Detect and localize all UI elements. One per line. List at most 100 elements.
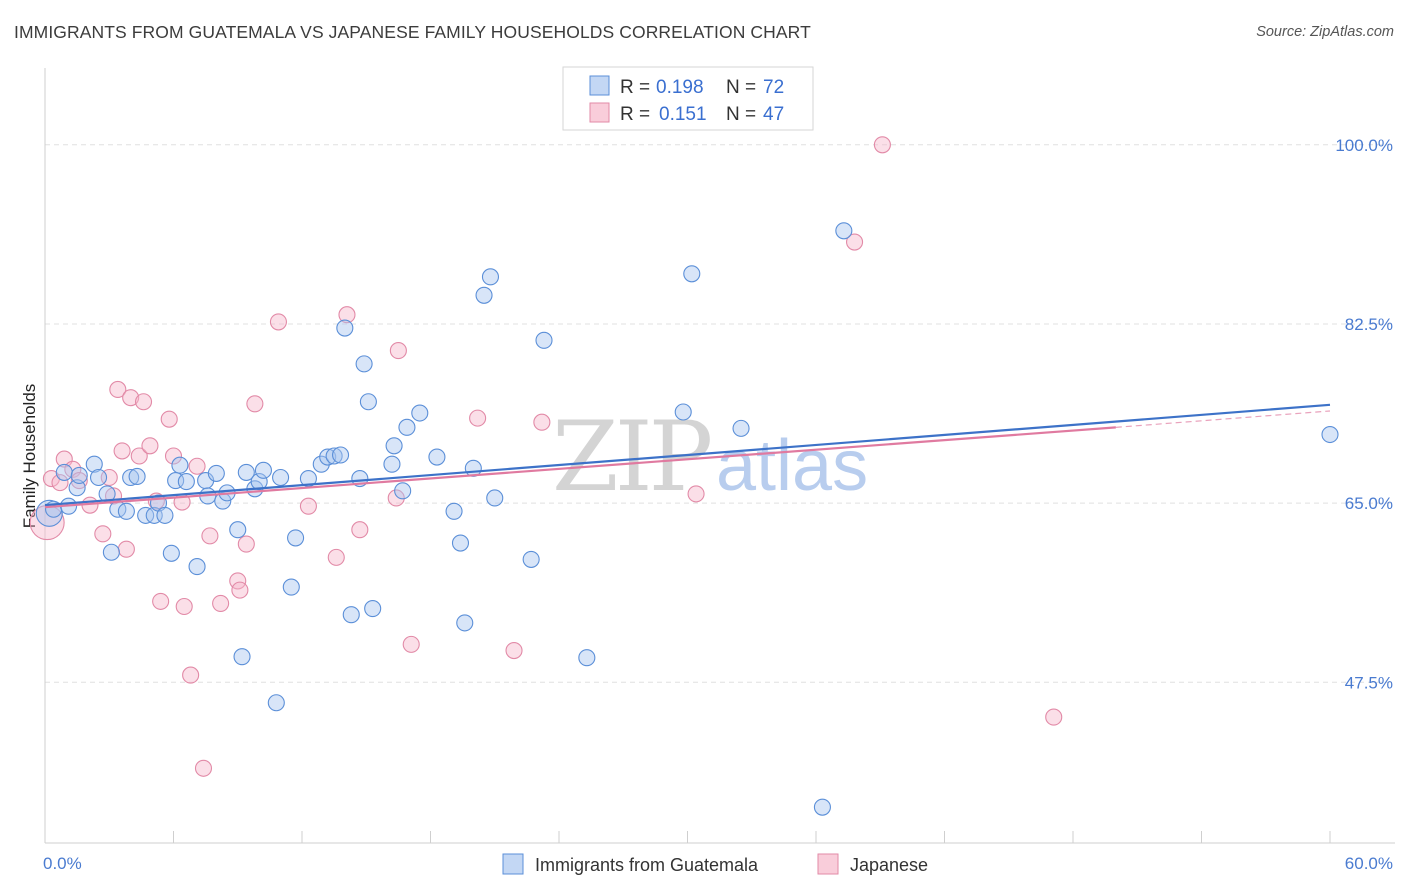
guatemala-point (319, 448, 337, 466)
japanese-point (201, 527, 219, 545)
japanese-point (122, 389, 140, 407)
japanese-point (269, 313, 287, 331)
guatemala-point (325, 447, 343, 465)
japanese-point (873, 136, 891, 154)
guatemala-point (233, 648, 251, 666)
gridlines (45, 144, 1395, 683)
legend-n-label-1: N = (726, 77, 756, 98)
legend-swatch-guatemala (589, 75, 610, 96)
guatemala-points (35, 222, 1339, 816)
guatemala-point (451, 534, 470, 552)
guatemala-point (70, 466, 88, 485)
legend-n-value-2: 47 (763, 104, 784, 125)
japanese-point (212, 594, 230, 612)
guatemala-point (171, 456, 189, 474)
legend-n-label-2: N = (726, 104, 756, 125)
japanese-point (94, 525, 112, 543)
guatemala-point (102, 543, 120, 561)
guatemala-point (1321, 425, 1339, 444)
guatemala-point (331, 446, 350, 464)
japanese-trend-line (44, 426, 1116, 509)
watermark: ZIP atlas (552, 401, 868, 513)
guatemala-point (535, 331, 553, 349)
legend-r-label-1: R = (620, 77, 650, 98)
correlation-legend: R = 0.198 N = 72 R = 0.151 N = 47 (562, 66, 814, 131)
legend-swatch-japanese (589, 102, 610, 123)
guatemala-point (456, 614, 474, 632)
x-tick-labels: 0.0% 60.0% (43, 854, 1393, 873)
japanese-point (402, 635, 420, 653)
japanese-point (117, 540, 135, 558)
trend-lines (44, 403, 1331, 509)
japanese-point (351, 521, 369, 539)
watermark-atlas: atlas (716, 426, 868, 506)
series-legend: Immigrants from Guatemala Japanese (502, 853, 928, 875)
guatemala-point (156, 506, 174, 524)
guatemala-point (229, 521, 247, 539)
legend-r-value-1: 0.198 (656, 77, 704, 98)
japanese-point (182, 666, 200, 684)
guatemala-point (683, 265, 701, 283)
guatemala-point (355, 355, 373, 373)
guatemala-trend-line (44, 403, 1331, 507)
y-tick-label-1: 65.0% (1345, 494, 1393, 513)
legend-r-value-2: 0.151 (659, 104, 707, 125)
guatemala-point (55, 463, 73, 481)
guatemala-point (383, 455, 401, 473)
japanese-point (141, 437, 159, 455)
guatemala-point (364, 600, 382, 618)
guatemala-point (732, 419, 750, 437)
japanese-point (109, 380, 127, 399)
japanese-point (175, 597, 193, 616)
japanese-point (1045, 708, 1063, 726)
japanese-point (160, 410, 178, 428)
guatemala-point (207, 464, 225, 482)
legend-r-label-2: R = (620, 104, 650, 125)
guatemala-point (272, 468, 290, 487)
guatemala-point (128, 467, 146, 486)
y-tick-label-3: 100.0% (1335, 136, 1393, 155)
guatemala-point (287, 529, 305, 547)
chart-title: IMMIGRANTS FROM GUATEMALA VS JAPANESE FA… (14, 22, 811, 42)
guatemala-point (522, 550, 540, 568)
watermark-zip: ZIP (552, 401, 711, 513)
guatemala-point (394, 482, 412, 500)
guatemala-point (835, 222, 853, 240)
bottom-legend-label-guatemala: Immigrants from Guatemala (535, 855, 759, 875)
guatemala-point (89, 468, 108, 487)
guatemala-point (188, 558, 206, 576)
japanese-point (338, 306, 356, 324)
guatemala-point (674, 403, 692, 421)
japanese-point (299, 497, 317, 515)
japanese-point (194, 759, 213, 777)
japanese-point (152, 592, 170, 610)
japanese-point (469, 409, 487, 427)
japanese-point (327, 548, 345, 566)
guatemala-point (85, 455, 103, 473)
guatemala-point (250, 473, 268, 491)
japanese-point (687, 485, 705, 503)
guatemala-point (254, 461, 273, 479)
guatemala-point (312, 455, 330, 473)
guatemala-point (137, 506, 155, 524)
bottom-legend-swatch-guatemala (502, 853, 524, 875)
guatemala-point (162, 544, 180, 562)
japanese-point (188, 457, 206, 475)
guatemala-point (237, 463, 255, 481)
japanese-point (389, 342, 407, 360)
legend-n-value-1: 72 (763, 77, 784, 98)
japanese-trend-extension (1115, 410, 1331, 428)
japanese-point (113, 442, 131, 460)
japanese-point (130, 447, 148, 465)
guatemala-point (578, 649, 596, 667)
guatemala-point (398, 418, 416, 436)
x-tick-label-1: 60.0% (1345, 854, 1393, 873)
source-label: Source: ZipAtlas.com (1256, 24, 1394, 40)
japanese-point (237, 535, 255, 553)
japanese-point (246, 395, 264, 413)
guatemala-point (486, 489, 504, 507)
japanese-point (164, 447, 183, 465)
guatemala-point (342, 606, 360, 624)
japanese-point (51, 474, 69, 492)
